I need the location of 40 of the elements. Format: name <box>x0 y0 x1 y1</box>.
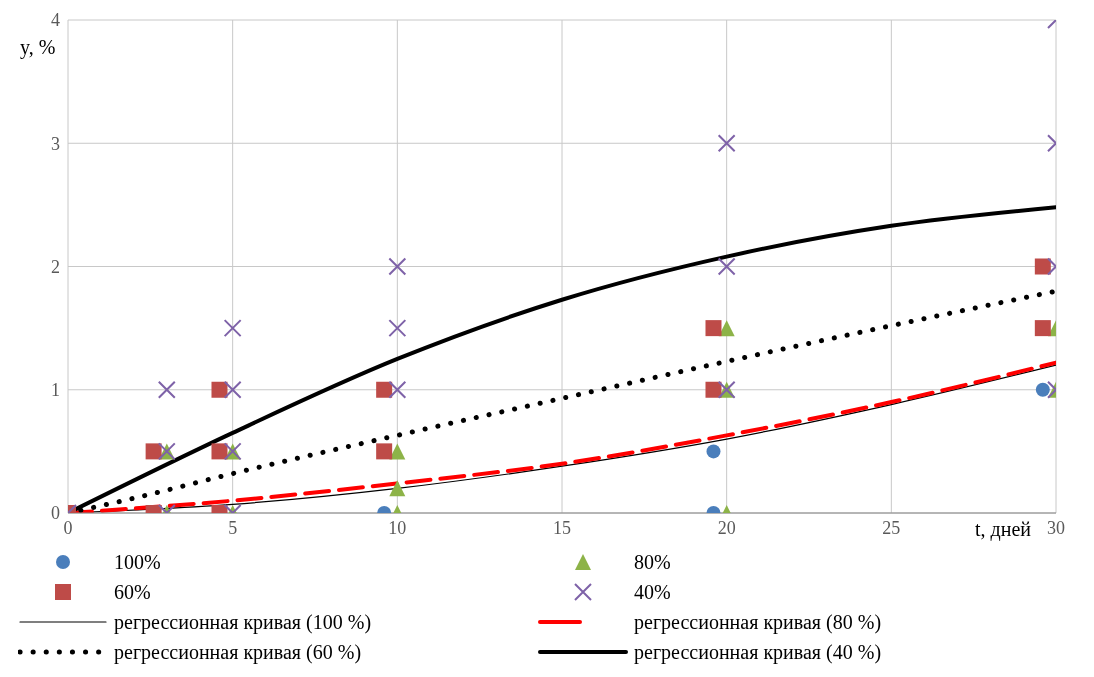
legend-label: 40% <box>634 580 671 604</box>
legend-label: регрессионная кривая (100 %) <box>114 610 372 634</box>
legend-label: регрессионная кривая (40 %) <box>634 640 882 664</box>
point <box>705 320 722 337</box>
point <box>376 381 393 398</box>
y-tick-label: 1 <box>51 380 60 401</box>
point <box>388 380 407 399</box>
x-tick-label: 5 <box>228 517 238 538</box>
legend-label: 100% <box>114 550 161 574</box>
point <box>145 443 162 460</box>
point <box>1035 382 1050 397</box>
legend-label: регрессионная кривая (60 %) <box>114 640 362 664</box>
point <box>717 257 736 276</box>
legend-label: регрессионная кривая (80 %) <box>634 610 882 634</box>
x-tick-label: 30 <box>1047 517 1065 538</box>
point <box>388 257 407 276</box>
point <box>1034 320 1051 337</box>
point <box>211 381 228 398</box>
point <box>211 443 228 460</box>
point <box>223 380 242 399</box>
x-tick-label: 15 <box>553 517 571 538</box>
y-tick-label: 0 <box>51 503 60 524</box>
point <box>388 319 407 338</box>
y-axis-title: y, % <box>20 36 56 59</box>
point <box>223 319 242 338</box>
legend-label: 60% <box>114 580 151 604</box>
y-tick-label: 4 <box>51 10 60 31</box>
point <box>706 444 721 459</box>
point <box>718 320 735 337</box>
y-tick-label: 3 <box>51 133 60 154</box>
y-tick-label: 2 <box>51 256 60 277</box>
point <box>376 443 393 460</box>
point <box>705 381 722 398</box>
point <box>1034 258 1051 275</box>
legend-label: 80% <box>634 550 671 574</box>
x-tick-label: 10 <box>388 517 407 538</box>
x-tick-label: 20 <box>717 517 736 538</box>
x-tick-label: 25 <box>882 517 901 538</box>
x-axis-title: t, дней <box>974 518 1031 541</box>
point <box>157 380 176 399</box>
